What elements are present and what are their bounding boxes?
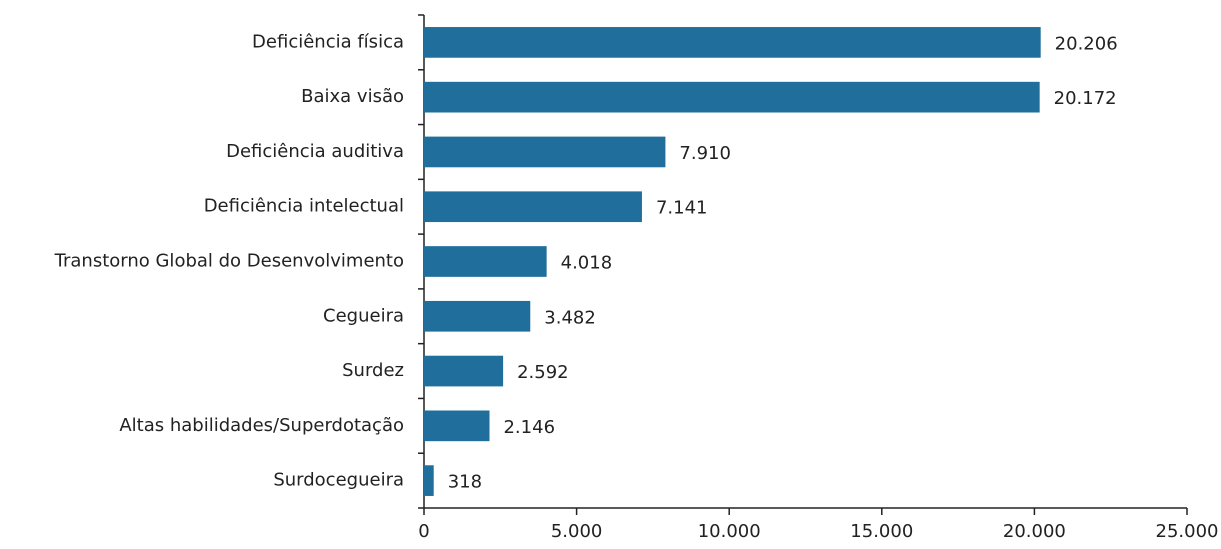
value-label: 20.206 <box>1055 33 1118 54</box>
bar <box>424 27 1041 58</box>
value-label: 20.172 <box>1054 88 1117 109</box>
bar <box>424 410 490 442</box>
value-label: 7.910 <box>679 143 731 164</box>
bar <box>424 465 434 496</box>
value-label: 2.592 <box>517 362 569 383</box>
bar <box>424 191 642 223</box>
bar <box>424 355 504 387</box>
value-label: 7.141 <box>656 198 708 219</box>
x-tick-label: 0 <box>418 521 429 542</box>
y-tick-label: Transtorno Global do Desenvolvimento <box>54 251 404 272</box>
x-tick-label: 20.000 <box>1003 521 1066 542</box>
bar <box>424 300 531 332</box>
x-tick-label: 25.000 <box>1156 521 1219 542</box>
bar <box>424 136 666 168</box>
y-tick-label: Surdez <box>342 360 404 381</box>
y-tick-label: Cegueira <box>323 305 404 326</box>
y-tick-label: Deficiência física <box>252 31 404 52</box>
y-tick-label: Deficiência intelectual <box>204 196 404 217</box>
bar <box>424 81 1040 113</box>
y-tick-label: Baixa visão <box>301 86 404 107</box>
y-tick-label: Surdocegueira <box>273 470 404 491</box>
value-label: 2.146 <box>503 417 555 438</box>
x-tick-label: 10.000 <box>698 521 761 542</box>
value-label: 318 <box>448 472 482 493</box>
value-label: 3.482 <box>544 307 596 328</box>
value-label: 4.018 <box>561 253 613 274</box>
bar <box>424 246 547 277</box>
y-tick-label: Altas habilidades/Superdotação <box>119 415 404 436</box>
x-tick-label: 15.000 <box>850 521 913 542</box>
x-tick-label: 5.000 <box>551 521 603 542</box>
y-tick-label: Deficiência auditiva <box>226 141 404 162</box>
